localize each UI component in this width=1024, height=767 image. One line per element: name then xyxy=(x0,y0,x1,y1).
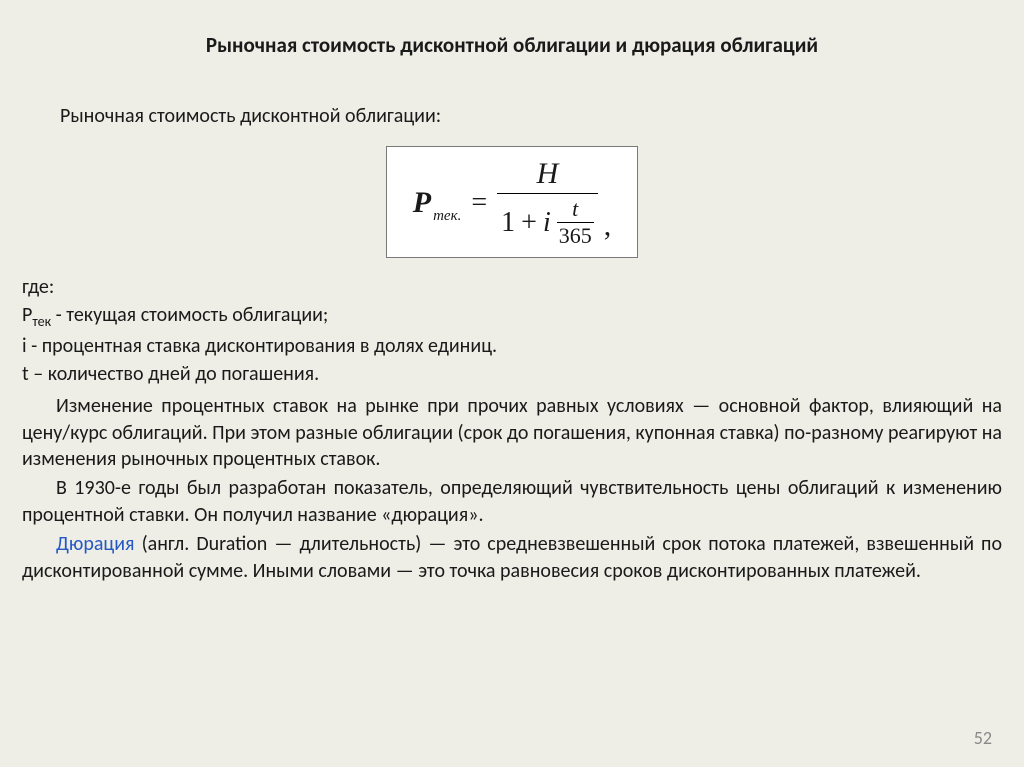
duration-term: Дюрация xyxy=(56,532,135,556)
formula-container: Pтек. = H 1 + i t 365 , xyxy=(0,146,1024,258)
def-P: Pтек - текущая стоимость облигации; xyxy=(22,302,1002,332)
formula-denominator: 1 + i t 365 xyxy=(497,194,598,249)
formula-comma: , xyxy=(604,209,612,243)
def-t: t – количество дней до погашения. xyxy=(22,361,1002,388)
formula-P: P xyxy=(413,186,431,220)
page-number: 52 xyxy=(974,727,992,749)
def-where: где: xyxy=(22,274,1002,301)
slide-title: Рыночная стоимость дисконтной облигации … xyxy=(0,0,1024,104)
section-subtitle: Рыночная стоимость дисконтной облигации: xyxy=(0,104,1024,146)
formula-P-sub: тек. xyxy=(433,208,461,225)
paragraph-2: В 1930-е годы был разработан показатель,… xyxy=(0,473,1024,529)
formula-numerator: H xyxy=(533,157,563,193)
formula: Pтек. = H 1 + i t 365 , xyxy=(413,157,611,249)
formula-eq: = xyxy=(471,187,487,219)
definitions: где: Pтек - текущая стоимость облигации;… xyxy=(0,274,1024,388)
def-i: i - процентная ставка дисконтирования в … xyxy=(22,333,1002,360)
formula-box: Pтек. = H 1 + i t 365 , xyxy=(386,146,638,258)
formula-fraction: H 1 + i t 365 xyxy=(497,157,598,249)
paragraph-3: Дюрация (англ. Duration — длительность) … xyxy=(0,529,1024,585)
paragraph-1: Изменение процентных ставок на рынке при… xyxy=(0,389,1024,473)
